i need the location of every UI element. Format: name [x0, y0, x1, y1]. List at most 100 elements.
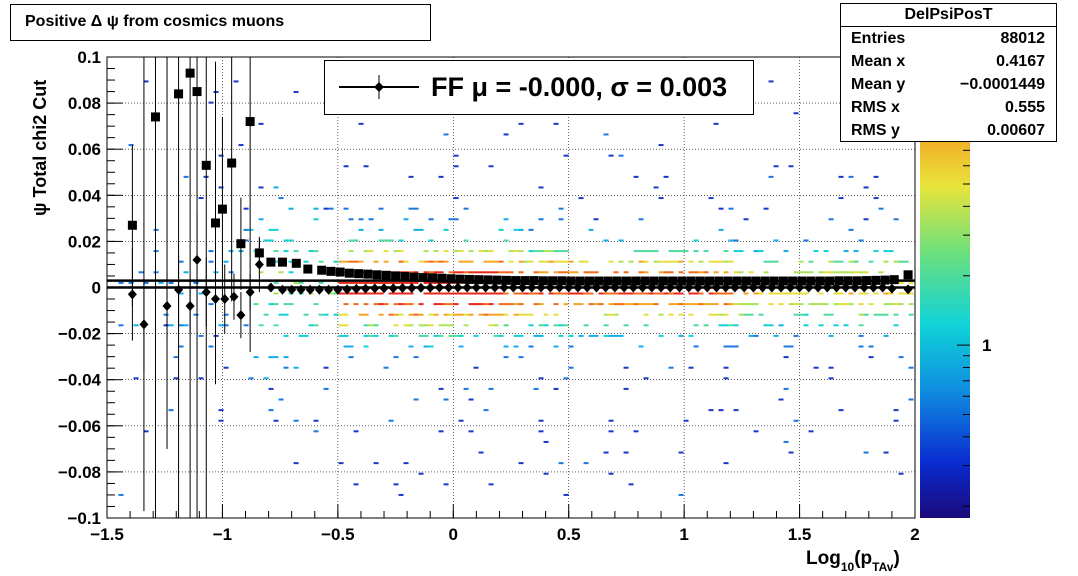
- heatmap-cell: [828, 260, 834, 263]
- heatmap-cell: [733, 345, 739, 348]
- heatmap-cell: [858, 345, 864, 348]
- heatmap-cell: [648, 292, 654, 295]
- heatmap-cell: [358, 122, 364, 125]
- heatmap-cell: [448, 218, 454, 221]
- heatmap-cell: [528, 228, 534, 231]
- heatmap-cell: [533, 334, 539, 337]
- data-point-mu: [236, 310, 246, 321]
- heatmap-cell: [343, 281, 349, 284]
- heatmap-cell: [528, 292, 534, 295]
- heatmap-cell: [358, 292, 364, 295]
- heatmap-cell: [713, 260, 719, 263]
- heatmap-cell: [348, 218, 354, 221]
- heatmap-cell: [623, 324, 629, 327]
- data-point-sigma: [127, 220, 137, 230]
- heatmap-cell: [828, 366, 834, 369]
- heatmap-cell: [233, 80, 239, 83]
- heatmap-cell: [438, 175, 444, 178]
- heatmap-cell: [443, 133, 449, 136]
- heatmap-cell: [378, 292, 384, 295]
- x-tick-label: 2: [910, 525, 919, 544]
- heatmap-cell: [208, 250, 214, 253]
- heatmap-cell: [493, 260, 499, 263]
- heatmap-cell: [483, 303, 489, 306]
- y-axis-label: ψ Total chi2 Cut: [30, 79, 50, 216]
- heatmap-cell: [628, 281, 634, 284]
- heatmap-cell: [583, 271, 589, 274]
- heatmap-cell: [293, 419, 299, 422]
- heatmap-cell: [408, 313, 414, 316]
- stats-value: 0.555: [1004, 99, 1045, 116]
- heatmap-cell: [513, 250, 519, 253]
- heatmap-cell: [403, 292, 409, 295]
- heatmap-cell: [503, 133, 509, 136]
- heatmap-cell: [508, 271, 514, 274]
- heatmap-cell: [708, 303, 714, 306]
- heatmap-cell: [273, 356, 279, 359]
- heatmap-cell: [563, 271, 569, 274]
- heatmap-cell: [738, 303, 744, 306]
- heatmap-cell: [793, 303, 799, 306]
- heatmap-cell: [503, 292, 509, 295]
- heatmap-cell: [418, 260, 424, 263]
- data-point-sigma: [612, 276, 622, 286]
- heatmap-cell: [303, 313, 309, 316]
- heatmap-cell: [578, 292, 584, 295]
- heatmap-cell: [478, 292, 484, 295]
- heatmap-cell: [443, 398, 449, 401]
- heatmap-cell: [308, 324, 314, 327]
- heatmap-cell: [208, 260, 214, 263]
- heatmap-cell: [818, 271, 824, 274]
- heatmap-cell: [658, 334, 664, 337]
- heatmap-cell: [773, 334, 779, 337]
- heatmap-cell: [758, 292, 764, 295]
- heatmap-cell: [428, 292, 434, 295]
- heatmap-cell: [678, 250, 684, 253]
- heatmap-cell: [633, 292, 639, 295]
- heatmap-cell: [543, 324, 549, 327]
- heatmap-cell: [383, 250, 389, 253]
- colorbar-label: 1: [982, 336, 991, 355]
- heatmap-cell: [353, 260, 359, 263]
- heatmap-cell: [458, 292, 464, 295]
- heatmap-cell: [463, 292, 469, 295]
- heatmap-cell: [768, 303, 774, 306]
- heatmap-cell: [813, 303, 819, 306]
- heatmap-cell: [748, 334, 754, 337]
- heatmap-cell: [823, 303, 829, 306]
- heatmap-cell: [348, 281, 354, 284]
- heatmap-cell: [908, 303, 914, 306]
- data-point-mu: [527, 282, 537, 293]
- data-point-mu: [453, 282, 463, 293]
- heatmap-cell: [783, 356, 789, 359]
- heatmap-cell: [633, 175, 639, 178]
- heatmap-cell: [878, 207, 884, 210]
- heatmap-cell: [223, 260, 229, 263]
- heatmap-cell: [718, 324, 724, 327]
- stats-row: Mean y −0.0001449: [841, 73, 1056, 96]
- heatmap-cell: [543, 313, 549, 316]
- heatmap-cell: [678, 334, 684, 337]
- heatmap-cell: [603, 133, 609, 136]
- heatmap-cell: [363, 250, 369, 253]
- heatmap-cell: [383, 281, 389, 284]
- heatmap-cell: [893, 324, 899, 327]
- heatmap-cell: [258, 271, 264, 274]
- heatmap-cell: [298, 281, 304, 284]
- heatmap-cell: [858, 334, 864, 337]
- heatmap-cell: [568, 271, 574, 274]
- heatmap-cell: [353, 303, 359, 306]
- heatmap-cell: [623, 451, 629, 454]
- heatmap-cell: [373, 324, 379, 327]
- data-point-sigma: [174, 89, 184, 99]
- heatmap-cell: [778, 292, 784, 295]
- heatmap-cell: [548, 260, 554, 263]
- heatmap-cell: [453, 313, 459, 316]
- heatmap-cell: [378, 313, 384, 316]
- heatmap-cell: [258, 122, 264, 125]
- heatmap-cell: [373, 334, 379, 337]
- heatmap-cell: [728, 303, 734, 306]
- heatmap-cell: [163, 324, 169, 327]
- heatmap-cell: [388, 292, 394, 295]
- data-point-sigma: [185, 68, 195, 78]
